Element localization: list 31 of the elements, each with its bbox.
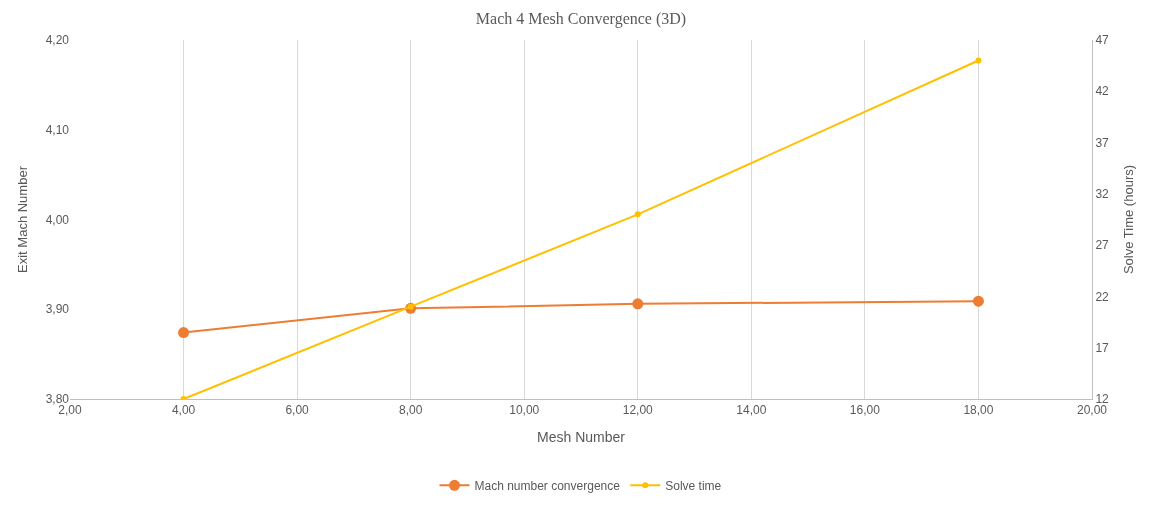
chart-title: Mach 4 Mesh Convergence (3D) <box>475 10 687 28</box>
x-tick-label: 6,00 <box>285 403 310 418</box>
x-tick-label: 16,00 <box>849 403 881 418</box>
legend-label: Mach number convergence <box>474 478 621 493</box>
y-tick-label: 3,90 <box>45 302 70 317</box>
x-tick-label: 14,00 <box>736 403 767 418</box>
x-tick-label: 10,00 <box>509 403 540 418</box>
point <box>632 298 644 310</box>
legend-label: Solve time <box>665 478 722 493</box>
x-tick-label: 12,00 <box>622 403 654 418</box>
y2-tick-label: 47 <box>1095 33 1110 48</box>
point <box>178 327 190 339</box>
y2-tick-label: 32 <box>1095 187 1110 202</box>
y2-tick-label: 22 <box>1095 289 1110 304</box>
y2-tick-label: 42 <box>1095 84 1110 99</box>
y-tick-label: 4,10 <box>45 122 70 137</box>
y-axis-title: Exit Mach Number <box>14 165 30 273</box>
x-tick-label: 4,00 <box>171 403 196 418</box>
point <box>975 57 982 64</box>
y2-axis-title: Solve Time (hours) <box>1120 164 1136 275</box>
y-tick-label: 4,00 <box>45 212 70 227</box>
y2-tick-label: 37 <box>1095 135 1110 150</box>
x-tick-label: 8,00 <box>398 403 423 418</box>
y2-tick-label: 27 <box>1095 238 1110 253</box>
point <box>634 211 641 218</box>
y-tick-label: 4,20 <box>45 33 70 48</box>
x-tick-label: 20,00 <box>1076 403 1108 418</box>
point <box>972 295 984 307</box>
x-axis-title: Mesh Number <box>537 428 626 445</box>
x-tick-label: 18,00 <box>963 403 994 418</box>
y2-tick-label: 17 <box>1095 340 1110 355</box>
